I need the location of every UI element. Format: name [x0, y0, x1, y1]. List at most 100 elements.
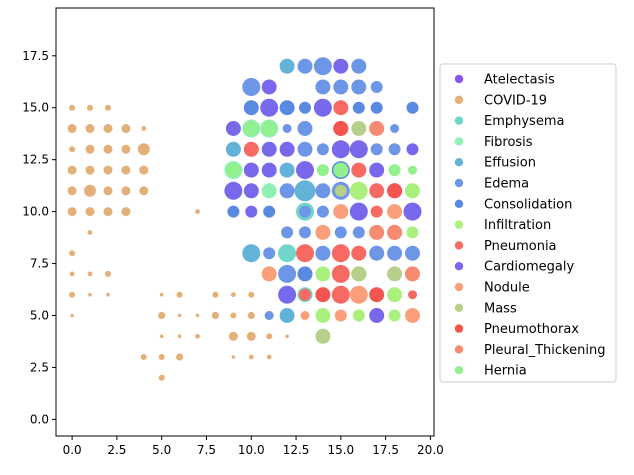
- data-point-covid-19: [195, 209, 200, 215]
- data-point-covid-19: [248, 354, 254, 360]
- data-point-covid-19: [139, 186, 149, 196]
- data-point-mass: [351, 121, 367, 136]
- data-point-consolidation: [263, 205, 276, 218]
- data-point-edema: [297, 121, 313, 136]
- data-point-cardiomegaly: [227, 184, 240, 197]
- data-point-effusion: [279, 308, 295, 323]
- data-point-hernia: [408, 165, 417, 175]
- axes: 0.0 2.5 5.0 7.5 10.0 12.5 15.0 17.5 20.0 0.0 2.5 5.…: [22, 7, 444, 457]
- legend-label: Pneumonia: [484, 239, 557, 254]
- data-point-effusion: [225, 141, 241, 157]
- data-point-pneumonia: [351, 245, 367, 261]
- data-point-nodule: [333, 204, 349, 220]
- data-point-covid-19: [231, 355, 236, 359]
- data-point-infiltration: [387, 287, 403, 303]
- data-point-infiltration: [352, 309, 365, 322]
- data-point-edema: [316, 205, 329, 218]
- legend-marker: [454, 366, 464, 375]
- data-point-covid-19: [67, 207, 77, 217]
- data-point-covid-19: [67, 186, 77, 196]
- data-point-edema: [297, 58, 313, 74]
- data-point-covid-19: [87, 271, 93, 277]
- legend-marker: [454, 137, 464, 146]
- data-point-cardiomegaly: [245, 205, 258, 218]
- data-point-nodule: [300, 311, 310, 320]
- data-point-covid-19: [103, 124, 113, 133]
- data-point-covid-19: [230, 312, 237, 319]
- data-point-edema: [278, 264, 297, 283]
- data-point-cardiomegaly: [243, 183, 259, 199]
- data-point-edema: [388, 143, 401, 156]
- legend-marker: [454, 241, 464, 250]
- legend-label: Hernia: [484, 364, 527, 379]
- legend-label: Nodule: [484, 281, 530, 296]
- y-tick-label: 15.0: [22, 101, 49, 115]
- data-point-edema: [369, 245, 385, 261]
- data-point-covid-19: [177, 334, 182, 339]
- data-point-edema: [316, 143, 329, 156]
- data-point-pneumothorax: [333, 121, 349, 136]
- data-point-nodule: [349, 285, 368, 304]
- data-point-covid-19: [158, 311, 166, 320]
- data-point-hernia: [261, 121, 277, 136]
- data-point-covid-19: [103, 186, 113, 196]
- legend-label: COVID-19: [484, 93, 547, 108]
- data-point-covid-19: [246, 331, 256, 341]
- data-point-covid-19: [212, 291, 219, 298]
- y-tick-label: 7.5: [30, 257, 49, 271]
- data-point-covid-19: [85, 124, 95, 133]
- data-point-covid-19: [85, 165, 95, 175]
- data-point-cardiomegaly: [261, 162, 277, 178]
- data-point-edema: [352, 226, 365, 239]
- data-point-covid-19: [105, 104, 111, 111]
- y-tick-label: 10.0: [22, 205, 49, 219]
- data-point-pneumothorax: [387, 183, 403, 199]
- data-point-consolidation: [299, 101, 311, 114]
- axes-frame: [55, 7, 435, 437]
- data-point-mass: [315, 328, 331, 344]
- legend-marker: [454, 303, 464, 312]
- y-tick-label: 0.0: [30, 412, 49, 426]
- data-point-covid-19: [121, 165, 131, 175]
- data-point-edema: [405, 245, 420, 261]
- data-point-edema: [282, 124, 292, 133]
- legend: Atelectasis COVID-19 Emphysema Fibrosis Effu…: [439, 63, 617, 383]
- legend-marker: [454, 74, 464, 84]
- data-point-effusion: [294, 180, 316, 202]
- legend-label: Pneumothorax: [484, 322, 579, 337]
- data-point-cardiomegaly: [403, 202, 422, 221]
- data-point-edema: [315, 183, 331, 199]
- data-point-consolidation: [227, 205, 240, 218]
- data-point-pleural-thickening: [369, 121, 385, 136]
- data-point-infiltration: [315, 266, 331, 282]
- data-point-pneumonia: [296, 244, 314, 263]
- data-point-edema: [279, 183, 295, 199]
- data-point-edema: [263, 247, 276, 260]
- data-point-covid-19: [228, 331, 238, 341]
- data-point-covid-19: [69, 271, 75, 277]
- data-point-edema: [387, 245, 403, 261]
- data-point-hernia: [316, 164, 329, 177]
- data-point-covid-19: [84, 184, 96, 197]
- data-point-covid-19: [67, 124, 77, 133]
- data-point-cardiomegaly: [313, 98, 332, 117]
- x-tick-label: 10.0: [238, 443, 265, 457]
- data-point-cardiomegaly: [278, 285, 297, 304]
- data-point-covid-19: [176, 353, 184, 361]
- x-tick-label: 2.5: [107, 443, 126, 457]
- plot-area: [67, 57, 422, 381]
- legend-marker: [454, 324, 464, 333]
- data-point-edema: [297, 141, 313, 157]
- x-tick-label: 7.5: [197, 443, 216, 457]
- x-tick-label: 15.0: [327, 443, 354, 457]
- data-point-infiltration: [315, 308, 331, 323]
- data-point-edema: [351, 79, 367, 95]
- data-point-edema: [334, 226, 347, 239]
- data-point-cardiomegaly: [296, 161, 314, 180]
- data-point-pneumonia: [299, 288, 311, 301]
- x-tick-label: 0.0: [63, 443, 82, 457]
- data-point-consolidation: [279, 100, 295, 116]
- data-point-covid-19: [87, 230, 93, 235]
- x-tick-label: 20.0: [417, 443, 444, 457]
- legend-label: Emphysema: [484, 114, 564, 129]
